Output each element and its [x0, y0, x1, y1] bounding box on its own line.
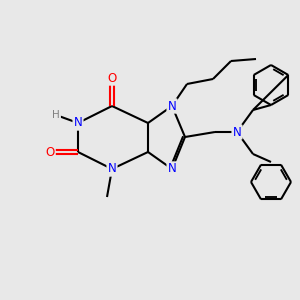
Text: N: N — [168, 100, 176, 112]
Text: N: N — [108, 163, 116, 176]
Text: N: N — [74, 116, 82, 130]
Text: O: O — [45, 146, 55, 158]
Text: H: H — [52, 110, 60, 120]
Text: N: N — [168, 163, 176, 176]
Text: O: O — [107, 71, 117, 85]
Text: N: N — [232, 125, 242, 139]
